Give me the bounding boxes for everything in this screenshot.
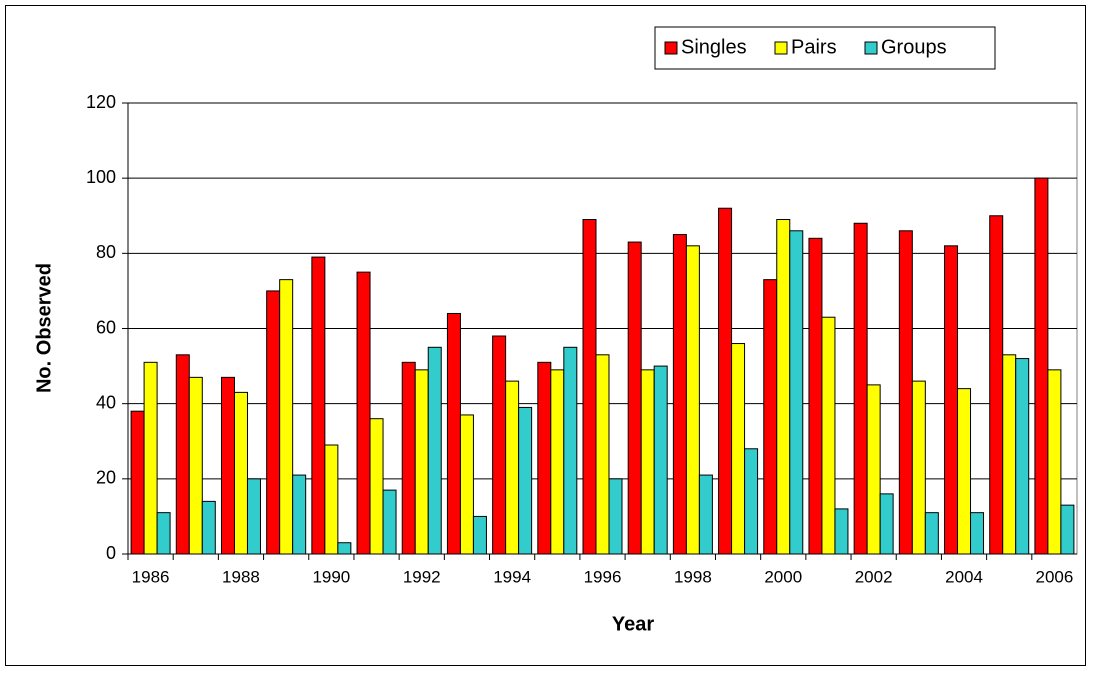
bar — [989, 215, 1004, 555]
legend-swatch — [864, 41, 878, 55]
bar — [640, 369, 655, 555]
x-tick-label: 1998 — [674, 567, 712, 586]
x-tick-label: 2002 — [855, 567, 893, 586]
bar — [1034, 177, 1049, 555]
bar — [957, 388, 972, 555]
x-axis-label: Year — [612, 613, 654, 635]
legend-swatch — [664, 41, 678, 55]
bar — [898, 230, 913, 555]
bar — [382, 489, 397, 555]
bar — [337, 542, 352, 555]
bar — [156, 512, 171, 555]
bar — [356, 271, 371, 555]
y-tick-label: 120 — [86, 92, 116, 112]
bar — [595, 354, 610, 555]
bar — [1002, 354, 1017, 555]
y-tick-label: 40 — [96, 392, 116, 412]
bar — [130, 410, 145, 555]
bar — [731, 343, 746, 555]
bar — [492, 335, 507, 555]
bar — [505, 380, 520, 555]
x-tick-label: 1986 — [132, 567, 170, 586]
x-tick-label: 1994 — [493, 567, 531, 586]
y-tick-label: 100 — [86, 167, 116, 187]
legend-label: Pairs — [791, 36, 837, 58]
bar — [698, 474, 713, 555]
bar — [427, 346, 442, 555]
legend-label: Groups — [881, 36, 947, 58]
x-tick-label: 2004 — [945, 567, 983, 586]
bar — [944, 245, 959, 555]
x-tick-label: 1996 — [584, 567, 622, 586]
bar — [188, 376, 203, 555]
y-tick-label: 60 — [96, 317, 116, 337]
bar — [414, 369, 429, 555]
bar — [685, 245, 700, 555]
bar — [1015, 358, 1030, 555]
bar — [582, 219, 597, 555]
bar — [970, 512, 985, 555]
bar — [776, 219, 791, 555]
bar — [924, 512, 939, 555]
y-tick-label: 80 — [96, 242, 116, 262]
bar — [1060, 504, 1075, 555]
bar — [324, 444, 339, 555]
bar — [744, 448, 759, 555]
x-tick-label: 1990 — [312, 567, 350, 586]
bar — [866, 384, 881, 555]
bar — [853, 222, 868, 555]
bar — [808, 237, 823, 555]
bar — [879, 493, 894, 555]
legend-swatch — [774, 41, 788, 55]
bar — [518, 406, 533, 555]
bar — [459, 414, 474, 555]
bar — [292, 474, 307, 555]
bar — [834, 508, 849, 555]
y-tick-label: 20 — [96, 468, 116, 488]
bar — [175, 354, 190, 555]
bar — [672, 234, 687, 555]
bar — [653, 365, 668, 555]
bar — [1047, 369, 1062, 555]
bar — [763, 279, 778, 555]
x-tick-label: 1988 — [222, 567, 260, 586]
bar — [563, 346, 578, 555]
bar — [472, 515, 487, 555]
bar — [311, 256, 326, 555]
x-tick-label: 1992 — [403, 567, 441, 586]
bar — [446, 312, 461, 555]
bar — [537, 361, 552, 555]
y-tick-label: 0 — [106, 543, 116, 563]
legend-label: Singles — [681, 36, 747, 58]
bar — [233, 391, 248, 555]
bar — [627, 241, 642, 555]
x-tick-label: 2000 — [764, 567, 802, 586]
bar — [821, 316, 836, 555]
bar — [911, 380, 926, 555]
bar — [369, 418, 384, 555]
bar — [143, 361, 158, 555]
bar — [718, 207, 733, 555]
bar — [220, 376, 235, 555]
bar — [789, 230, 804, 555]
bar — [279, 279, 294, 555]
y-axis-label: No. Observed — [33, 263, 55, 393]
x-tick-label: 2006 — [1035, 567, 1073, 586]
legend-box — [654, 26, 996, 70]
bar — [246, 478, 261, 555]
bar — [201, 500, 216, 555]
bar — [266, 290, 281, 555]
bar — [550, 369, 565, 555]
bar — [401, 361, 416, 555]
bar — [608, 478, 623, 555]
